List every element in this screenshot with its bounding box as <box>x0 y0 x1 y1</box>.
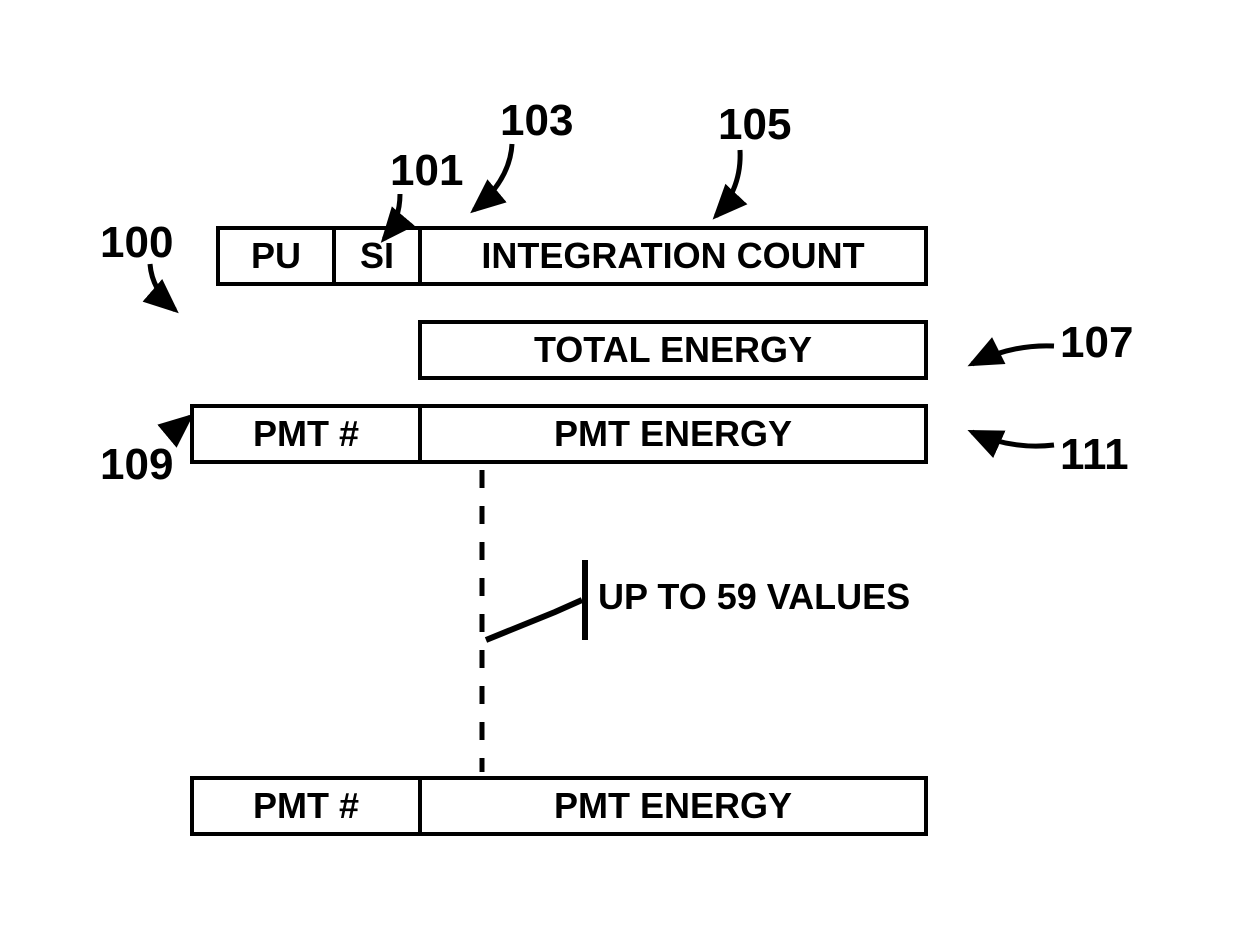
ref-100-arrow <box>150 264 175 310</box>
ref-105-arrow <box>716 150 740 216</box>
packet-diagram: PU SI INTEGRATION COUNT TOTAL ENERGY PMT… <box>0 0 1253 925</box>
ref-107-arrow <box>972 346 1054 364</box>
brace-connector <box>486 600 582 640</box>
ref-103-arrow <box>474 144 512 210</box>
ref-101-arrow <box>384 194 400 239</box>
ref-109-arrow <box>175 417 190 442</box>
ref-111-arrow <box>972 432 1054 446</box>
diagram-svg-layer <box>0 0 1253 925</box>
